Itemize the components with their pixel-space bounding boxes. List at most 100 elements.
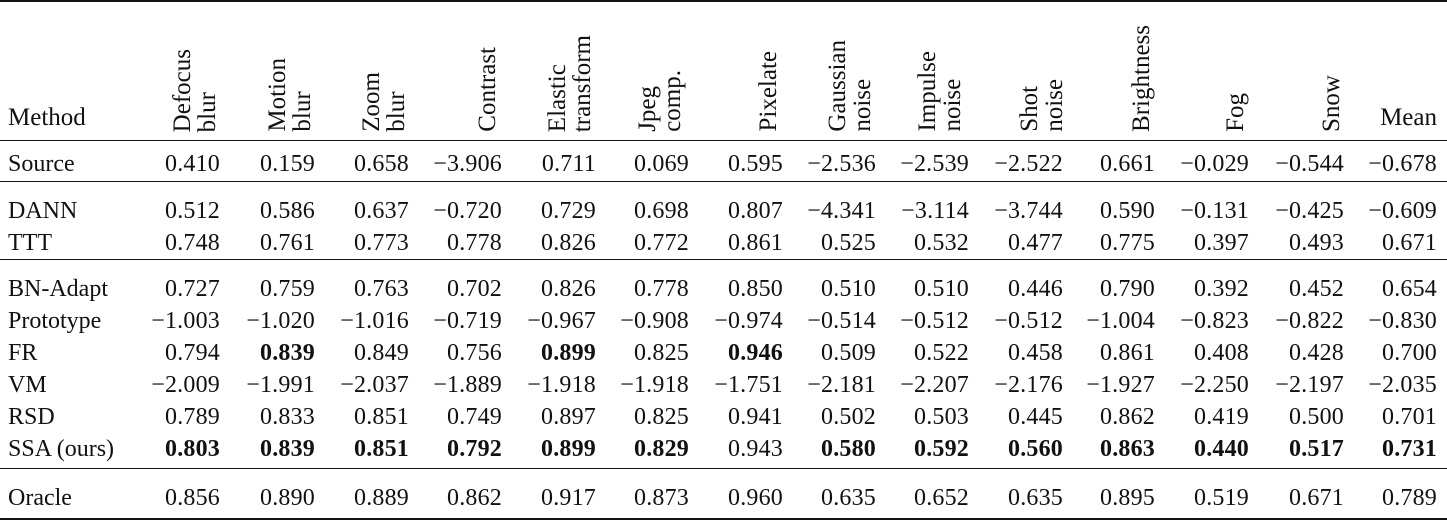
table-cell: 0.773 <box>354 230 409 256</box>
table-cell: 0.941 <box>728 404 783 430</box>
table-cell: 0.856 <box>165 485 220 511</box>
table-cell: 0.525 <box>821 230 876 256</box>
table-cell: 0.159 <box>260 151 315 177</box>
table-cell: 0.850 <box>728 276 783 302</box>
table-cell: 0.701 <box>1382 404 1437 430</box>
table-cell: −2.250 <box>1180 372 1249 398</box>
table-cell: 0.772 <box>634 230 689 256</box>
table-rule <box>0 140 1447 141</box>
table-row: VM −2.009 −1.991 −2.037 −1.889 −1.918 −1.918 −1… <box>0 369 1447 401</box>
table-cell: −1.918 <box>527 372 596 398</box>
table-cell: 0.658 <box>354 151 409 177</box>
method-name: VM <box>8 372 47 398</box>
table-cell: 0.452 <box>1289 276 1344 302</box>
table-cell: −4.341 <box>807 198 876 224</box>
method-name: RSD <box>8 404 55 430</box>
table-cell: 0.592 <box>914 436 969 462</box>
table-cell: 0.890 <box>260 485 315 511</box>
table-cell: 0.446 <box>1008 276 1063 302</box>
table-rule <box>0 181 1447 182</box>
table-cell: −1.020 <box>246 308 315 334</box>
table-cell: 0.428 <box>1289 340 1344 366</box>
table-cell: −0.512 <box>994 308 1063 334</box>
table-cell: 0.502 <box>821 404 876 430</box>
table-cell: 0.458 <box>1008 340 1063 366</box>
table-cell: −2.522 <box>994 151 1063 177</box>
table-cell: 0.586 <box>260 198 315 224</box>
table-cell: 0.825 <box>634 340 689 366</box>
table-cell: 0.510 <box>914 276 969 302</box>
table-cell: 0.392 <box>1194 276 1249 302</box>
table-cell: 0.731 <box>1382 436 1437 462</box>
table-row: TTT 0.748 0.761 0.773 0.778 0.826 0.772 0.861 0.… <box>0 227 1447 259</box>
table-cell: 0.661 <box>1100 151 1155 177</box>
method-name: BN-Adapt <box>8 276 108 302</box>
table-cell: 0.778 <box>634 276 689 302</box>
table-cell: −2.009 <box>151 372 220 398</box>
table-cell: 0.873 <box>634 485 689 511</box>
table-cell: 0.825 <box>634 404 689 430</box>
table-cell: −1.927 <box>1086 372 1155 398</box>
table-cell: 0.500 <box>1289 404 1344 430</box>
table-cell: 0.595 <box>728 151 783 177</box>
table-cell: −0.514 <box>807 308 876 334</box>
table-cell: −0.512 <box>900 308 969 334</box>
table-cell: 0.851 <box>354 404 409 430</box>
table-rule <box>0 518 1447 520</box>
method-name: FR <box>8 340 38 366</box>
table-cell: 0.700 <box>1382 340 1437 366</box>
column-header: Mean <box>1380 104 1437 131</box>
table-cell: 0.803 <box>165 436 220 462</box>
table-cell: 0.493 <box>1289 230 1344 256</box>
table-cell: 0.069 <box>634 151 689 177</box>
table-cell: 0.917 <box>541 485 596 511</box>
table-cell: 0.510 <box>821 276 876 302</box>
column-header-method: Method <box>8 104 86 131</box>
table-cell: −1.004 <box>1086 308 1155 334</box>
table-cell: 0.711 <box>541 151 596 177</box>
table-cell: 0.807 <box>728 198 783 224</box>
table-cell: 0.702 <box>447 276 502 302</box>
table-cell: −1.991 <box>246 372 315 398</box>
table-cell: 0.635 <box>1008 485 1063 511</box>
table-cell: 0.861 <box>728 230 783 256</box>
table-row: Oracle 0.856 0.890 0.889 0.862 0.917 0.873 0.96… <box>0 482 1447 514</box>
table-row: SSA (ours) 0.803 0.839 0.851 0.792 0.899 0.829… <box>0 433 1447 465</box>
table-cell: 0.826 <box>541 276 596 302</box>
table-cell: −2.181 <box>807 372 876 398</box>
table-cell: −0.720 <box>433 198 502 224</box>
table-row: Prototype −1.003 −1.020 −1.016 −0.719 −0.967−… <box>0 305 1447 337</box>
table-rule <box>0 259 1447 260</box>
table-cell: 0.839 <box>260 340 315 366</box>
table-cell: −0.029 <box>1180 151 1249 177</box>
table-cell: 0.863 <box>1100 436 1155 462</box>
table-cell: −2.207 <box>900 372 969 398</box>
table-cell: −1.889 <box>433 372 502 398</box>
table-cell: 0.652 <box>914 485 969 511</box>
table-cell: −3.114 <box>901 198 969 224</box>
table-rule <box>0 468 1447 469</box>
table-cell: 0.580 <box>821 436 876 462</box>
table-cell: −1.751 <box>714 372 783 398</box>
table-cell: 0.419 <box>1194 404 1249 430</box>
table-cell: 0.826 <box>541 230 596 256</box>
table-cell: 0.946 <box>728 340 783 366</box>
table-cell: 0.775 <box>1100 230 1155 256</box>
table-row: Source 0.410 0.159 0.658 −3.906 0.711 0.069 0.5… <box>0 148 1447 180</box>
method-name: DANN <box>8 198 78 224</box>
table-cell: 0.512 <box>165 198 220 224</box>
table-cell: 0.829 <box>634 436 689 462</box>
table-cell: 0.794 <box>165 340 220 366</box>
table-cell: 0.763 <box>354 276 409 302</box>
table-cell: 0.897 <box>541 404 596 430</box>
table-cell: −0.719 <box>433 308 502 334</box>
table-cell: 0.522 <box>914 340 969 366</box>
method-name: SSA (ours) <box>8 436 115 462</box>
table-cell: 0.943 <box>728 436 783 462</box>
table-row: BN-Adapt 0.727 0.759 0.763 0.702 0.826 0.778 0.… <box>0 273 1447 305</box>
table-cell: 0.671 <box>1289 485 1344 511</box>
table-cell: 0.833 <box>260 404 315 430</box>
table-cell: −1.016 <box>340 308 409 334</box>
table-cell: −1.003 <box>151 308 220 334</box>
table-cell: 0.749 <box>447 404 502 430</box>
